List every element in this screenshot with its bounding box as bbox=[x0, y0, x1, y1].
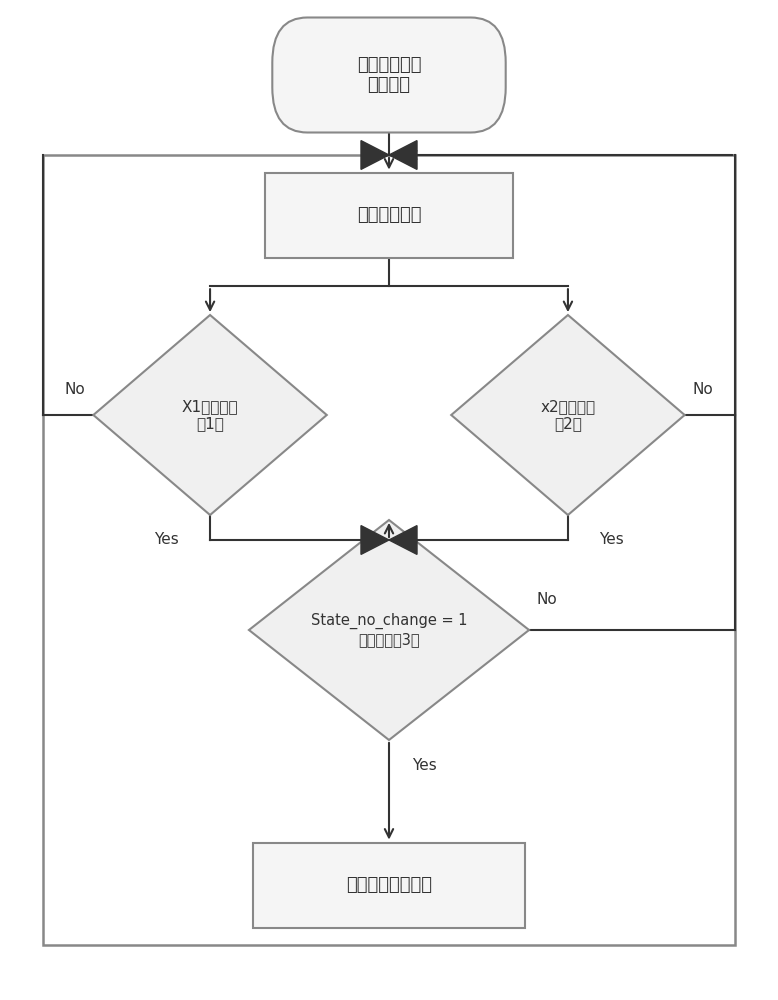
Polygon shape bbox=[249, 520, 529, 740]
Polygon shape bbox=[361, 526, 389, 554]
Polygon shape bbox=[361, 141, 389, 169]
Polygon shape bbox=[389, 141, 417, 169]
Text: Yes: Yes bbox=[412, 758, 437, 772]
Text: No: No bbox=[537, 592, 558, 607]
Polygon shape bbox=[389, 526, 417, 554]
Bar bbox=[43, 155, 735, 945]
Text: x2满足条件
（2）: x2满足条件 （2） bbox=[541, 399, 595, 431]
Text: 设定数据时间
窗口的值: 设定数据时间 窗口的值 bbox=[357, 56, 421, 94]
Text: Yes: Yes bbox=[599, 532, 624, 548]
Text: State_no_change = 1
满足条件（3）: State_no_change = 1 满足条件（3） bbox=[310, 613, 468, 647]
Text: X1满足条件
（1）: X1满足条件 （1） bbox=[182, 399, 238, 431]
Text: 锅炉处于稳定状态: 锅炉处于稳定状态 bbox=[346, 876, 432, 894]
Text: No: No bbox=[692, 382, 713, 397]
Bar bbox=[253, 842, 525, 928]
FancyBboxPatch shape bbox=[272, 17, 506, 132]
Text: 输入运行数据: 输入运行数据 bbox=[357, 206, 421, 224]
Polygon shape bbox=[93, 315, 327, 515]
Text: No: No bbox=[65, 382, 86, 397]
Polygon shape bbox=[451, 315, 685, 515]
Bar bbox=[265, 172, 513, 257]
Text: Yes: Yes bbox=[154, 532, 179, 548]
